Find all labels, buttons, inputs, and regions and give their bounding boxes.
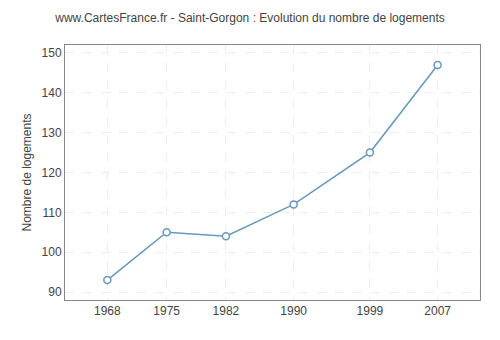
svg-text:1975: 1975 — [153, 304, 180, 318]
svg-text:130: 130 — [42, 126, 62, 140]
svg-text:1968: 1968 — [94, 304, 121, 318]
svg-text:Nombre de logements: Nombre de logements — [20, 113, 34, 231]
svg-text:140: 140 — [42, 86, 62, 100]
svg-text:110: 110 — [42, 206, 61, 220]
svg-text:2007: 2007 — [424, 304, 451, 318]
svg-text:90: 90 — [48, 285, 62, 299]
svg-text:www.CartesFrance.fr - Saint-Go: www.CartesFrance.fr - Saint-Gorgon : Evo… — [54, 11, 445, 25]
svg-text:150: 150 — [42, 46, 62, 60]
svg-text:100: 100 — [42, 245, 62, 259]
svg-text:1982: 1982 — [213, 304, 240, 318]
svg-text:1999: 1999 — [357, 304, 384, 318]
svg-text:1990: 1990 — [280, 304, 307, 318]
svg-text:120: 120 — [42, 166, 62, 180]
